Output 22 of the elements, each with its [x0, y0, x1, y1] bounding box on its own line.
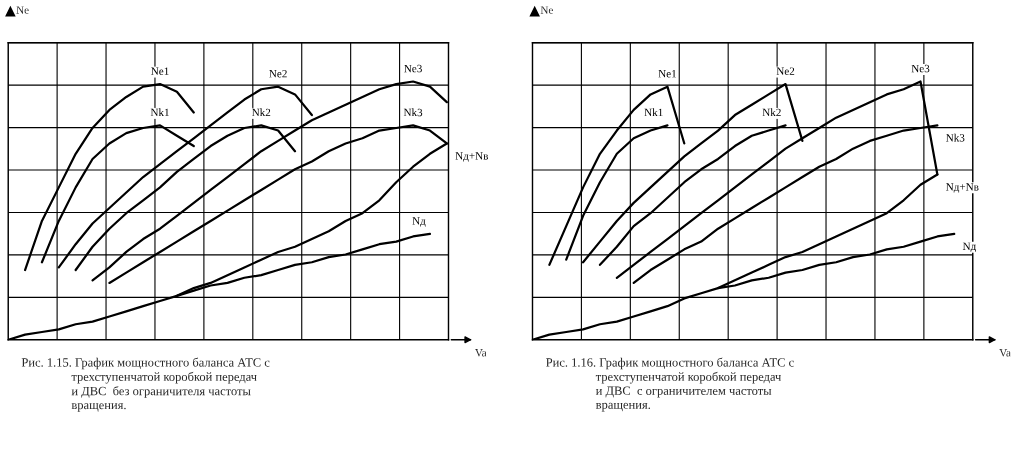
series-label: Ne3 [404, 64, 422, 73]
series-label: Nk2 [252, 108, 271, 117]
series-label: Ne3 [911, 64, 930, 73]
series-label: Nk2 [762, 108, 781, 117]
y-axis-title: Ne [16, 6, 29, 14]
text: Рис. 1.15. График мощностного баланса АТС с трехступенчатой коробкой передач и ДВС без ограничителя частоты вращения. [21, 357, 270, 412]
series-label: Ne1 [658, 70, 677, 78]
series-label: Nд+Nв [946, 183, 979, 193]
series-label: Ne2 [776, 67, 795, 75]
x-axis-title: Va [475, 349, 487, 357]
series-label: Nk3 [946, 133, 965, 142]
series-label: Nk1 [150, 108, 169, 117]
series-label: Nд [962, 242, 976, 253]
series-label: Nk3 [403, 108, 423, 117]
x-axis-title: Va [999, 349, 1011, 357]
y-axis-title: Ne [540, 6, 553, 14]
series-label: Nk1 [644, 108, 663, 117]
series-label: Ne2 [269, 69, 287, 78]
series-label: Nд+Nв [455, 152, 488, 162]
series-label: Ne1 [151, 67, 169, 75]
series-label: Nд [412, 217, 426, 227]
text: Рис. 1.16. График мощностного баланса АТС с трехступенчатой коробкой передач и ДВС с ограничителем частоты вращения. [546, 357, 794, 412]
